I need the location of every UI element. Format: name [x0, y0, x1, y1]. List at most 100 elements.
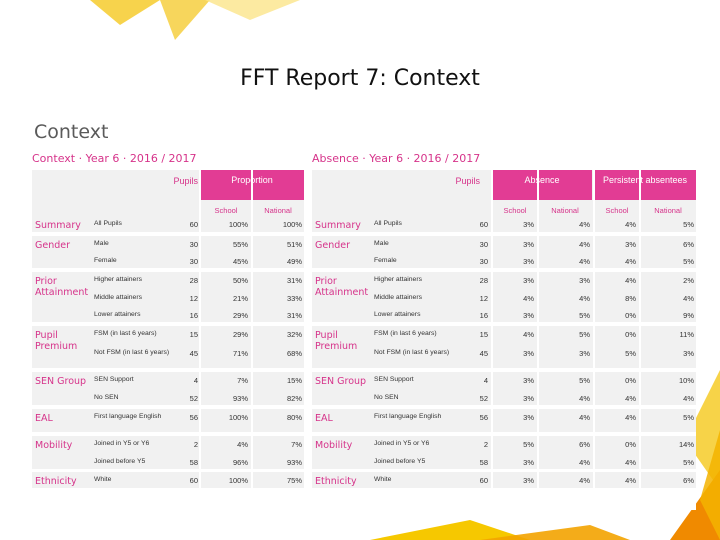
- national-cell: 100%: [282, 220, 302, 229]
- row-label: Not FSM (in last 6 years): [94, 349, 170, 356]
- absence-school-cell: 3%: [523, 257, 534, 266]
- absence-school-cell: 3%: [523, 311, 534, 320]
- subheader-pa-national: National: [654, 206, 682, 215]
- absence-national-cell: 4%: [579, 476, 590, 485]
- row-label: First language English: [94, 413, 162, 420]
- category-label: SEN Group: [315, 376, 367, 387]
- school-cell: 7%: [237, 376, 248, 385]
- pa-national-cell: 6%: [683, 240, 694, 249]
- pupils-cell: 15: [479, 330, 488, 339]
- column-separator: [251, 170, 253, 510]
- absence-national-cell: 6%: [579, 440, 590, 449]
- absence-national-cell: 5%: [579, 330, 590, 339]
- column-separator: [537, 170, 539, 510]
- row-label: White: [94, 476, 112, 483]
- absence-national-cell: 4%: [579, 394, 590, 403]
- pa-school-cell: 0%: [625, 376, 636, 385]
- school-cell: 100%: [228, 220, 248, 229]
- pupils-cell: 16: [479, 311, 488, 320]
- school-cell: 71%: [232, 349, 248, 358]
- absence-national-cell: 4%: [579, 240, 590, 249]
- pa-national-cell: 6%: [683, 476, 694, 485]
- pa-school-cell: 0%: [625, 330, 636, 339]
- pupils-header: Pupils: [173, 176, 198, 186]
- slide-title: FFT Report 7: Context: [240, 66, 480, 91]
- row-group-band: [312, 409, 696, 432]
- absence-table-title: Absence · Year 6 · 2016 / 2017: [312, 152, 481, 165]
- pa-national-cell: 5%: [683, 220, 694, 229]
- absence-school-cell: 4%: [523, 330, 534, 339]
- category-label: Summary: [35, 220, 81, 231]
- absence-school-cell: 3%: [523, 376, 534, 385]
- school-cell: 55%: [232, 240, 248, 249]
- row-label: First language English: [374, 413, 442, 420]
- pa-school-cell: 0%: [625, 440, 636, 449]
- absence-national-cell: 4%: [579, 413, 590, 422]
- row-label: Male: [94, 240, 109, 247]
- pupils-cell: 45: [479, 349, 488, 358]
- row-group-band: [312, 326, 696, 368]
- school-cell: 29%: [232, 330, 248, 339]
- category-label: Mobility: [315, 440, 353, 451]
- national-cell: 32%: [286, 330, 302, 339]
- absence-national-cell: 5%: [579, 311, 590, 320]
- row-group-band: [312, 436, 696, 469]
- pa-national-cell: 5%: [683, 257, 694, 266]
- pa-national-cell: 5%: [683, 458, 694, 467]
- school-cell: 50%: [232, 276, 248, 285]
- row-label: Joined in Y5 or Y6: [374, 440, 430, 447]
- row-label: All Pupils: [94, 220, 122, 227]
- national-cell: 82%: [286, 394, 302, 403]
- column-separator: [593, 170, 595, 510]
- category-label: Mobility: [35, 440, 73, 451]
- school-cell: 100%: [228, 476, 248, 485]
- pa-national-cell: 4%: [683, 294, 694, 303]
- row-label: FSM (in last 6 years): [94, 330, 157, 337]
- subheader-absence-school: School: [503, 206, 527, 215]
- national-cell: 68%: [286, 349, 302, 358]
- row-group-band: [32, 436, 304, 469]
- row-group-band: [312, 272, 696, 322]
- pa-school-cell: 4%: [625, 458, 636, 467]
- row-label: Middle attainers: [374, 294, 422, 301]
- national-cell: 49%: [286, 257, 302, 266]
- row-label: Lower attainers: [94, 311, 141, 318]
- national-cell: 31%: [286, 311, 302, 320]
- school-cell: 21%: [232, 294, 248, 303]
- pupils-cell: 12: [479, 294, 488, 303]
- pa-school-cell: 4%: [625, 220, 636, 229]
- pa-school-cell: 4%: [625, 413, 636, 422]
- category-label: Ethnicity: [315, 476, 357, 487]
- pa-national-cell: 2%: [683, 276, 694, 285]
- absence-national-cell: 4%: [579, 257, 590, 266]
- subheader-absence-national: National: [551, 206, 579, 215]
- category-label: EAL: [35, 413, 53, 424]
- row-label: Female: [374, 257, 397, 264]
- pa-national-cell: 4%: [683, 394, 694, 403]
- persistent-absentees-header: Persistent absentees: [594, 170, 696, 200]
- pupils-cell: 4: [483, 376, 488, 385]
- national-cell: 31%: [286, 276, 302, 285]
- corner-decoration-top: [90, 0, 300, 40]
- pa-national-cell: 5%: [683, 413, 694, 422]
- pupils-cell: 60: [189, 220, 198, 229]
- absence-national-cell: 4%: [579, 220, 590, 229]
- row-label: Higher attainers: [374, 276, 422, 283]
- pupils-cell: 12: [189, 294, 198, 303]
- column-separator: [491, 170, 493, 510]
- row-label: Middle attainers: [94, 294, 142, 301]
- school-cell: 96%: [232, 458, 248, 467]
- absence-table: Absence · Year 6 · 2016 / 2017 Pupils Ab…: [312, 152, 696, 510]
- absence-school-cell: 3%: [523, 276, 534, 285]
- category-label: Ethnicity: [35, 476, 77, 487]
- pa-national-cell: 11%: [679, 330, 694, 339]
- context-heading: Context: [34, 121, 109, 143]
- pupils-cell: 15: [189, 330, 198, 339]
- pupils-cell: 30: [189, 257, 198, 266]
- report-screenshot: Context Context · Year 6 · 2016 / 2017 P…: [26, 117, 696, 510]
- row-label: Not FSM (in last 6 years): [374, 349, 450, 356]
- absence-national-cell: 4%: [579, 458, 590, 467]
- absence-header: Absence: [492, 170, 592, 200]
- pupils-cell: 60: [479, 220, 488, 229]
- pupils-cell: 16: [189, 311, 198, 320]
